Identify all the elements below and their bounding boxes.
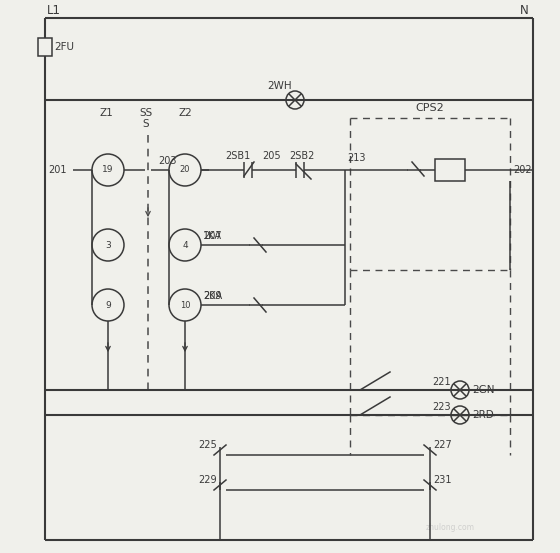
Text: S: S [143, 119, 150, 129]
Text: 203: 203 [158, 156, 176, 166]
Text: 2WH: 2WH [268, 81, 292, 91]
Text: CPS2: CPS2 [416, 103, 445, 113]
Text: 10: 10 [180, 300, 190, 310]
Text: 209: 209 [203, 291, 222, 301]
Text: 223: 223 [432, 402, 451, 412]
Text: 231: 231 [433, 475, 451, 485]
Text: 229: 229 [198, 475, 217, 485]
Text: N: N [520, 3, 529, 17]
Text: SS: SS [139, 108, 153, 118]
Text: 202: 202 [513, 165, 531, 175]
Text: 2SB1: 2SB1 [225, 151, 251, 161]
Bar [435, 159, 465, 181]
Text: 207: 207 [203, 231, 222, 241]
Text: 221: 221 [432, 377, 451, 387]
Text: 9: 9 [105, 300, 111, 310]
Text: 4: 4 [182, 241, 188, 249]
Text: 205: 205 [262, 151, 281, 161]
Text: 227: 227 [433, 440, 452, 450]
Text: Z2: Z2 [178, 108, 192, 118]
Text: Z1: Z1 [99, 108, 113, 118]
Text: 20: 20 [180, 165, 190, 175]
Text: 3: 3 [105, 241, 111, 249]
Text: 2FU: 2FU [54, 42, 74, 52]
Text: 1KA: 1KA [203, 231, 222, 241]
Text: zhulong.com: zhulong.com [426, 524, 474, 533]
Text: 19: 19 [102, 165, 114, 175]
Text: 213: 213 [347, 153, 366, 163]
Text: 201: 201 [48, 165, 67, 175]
Text: 2SB2: 2SB2 [290, 151, 315, 161]
Text: L1: L1 [47, 3, 61, 17]
Text: 2GN: 2GN [472, 385, 494, 395]
Text: 225: 225 [198, 440, 217, 450]
Text: 2RD: 2RD [472, 410, 494, 420]
Bar [38, 38, 52, 56]
Text: 2KA: 2KA [203, 291, 222, 301]
